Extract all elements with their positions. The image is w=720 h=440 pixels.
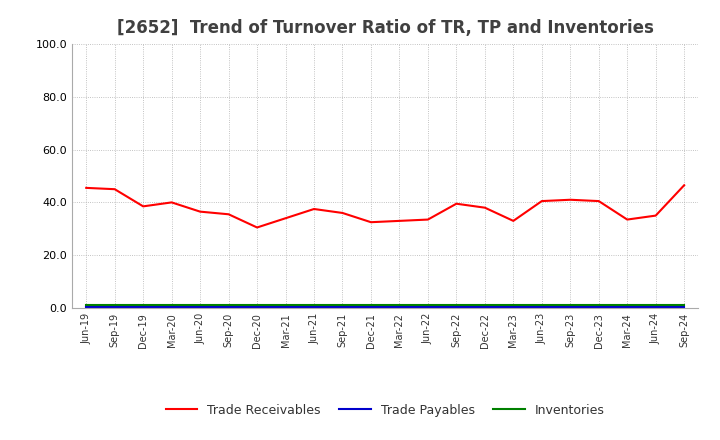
Trade Payables [480,304,489,309]
Trade Receivables [480,205,489,210]
Trade Receivables [566,197,575,202]
Trade Receivables [423,217,432,222]
Trade Payables [623,304,631,309]
Trade Receivables [623,217,631,222]
Trade Receivables [452,201,461,206]
Inventories [566,302,575,308]
Inventories [395,302,404,308]
Trade Payables [167,304,176,309]
Trade Payables [566,304,575,309]
Trade Payables [395,304,404,309]
Trade Receivables [225,212,233,217]
Trade Receivables [338,210,347,216]
Trade Receivables [595,198,603,204]
Trade Receivables [167,200,176,205]
Inventories [680,302,688,308]
Trade Receivables [395,218,404,224]
Trade Payables [196,304,204,309]
Inventories [310,302,318,308]
Inventories [225,302,233,308]
Legend: Trade Receivables, Trade Payables, Inventories: Trade Receivables, Trade Payables, Inven… [161,399,610,422]
Title: [2652]  Trend of Turnover Ratio of TR, TP and Inventories: [2652] Trend of Turnover Ratio of TR, TP… [117,19,654,37]
Trade Payables [82,304,91,309]
Trade Receivables [310,206,318,212]
Inventories [366,302,375,308]
Inventories [167,302,176,308]
Trade Payables [652,304,660,309]
Trade Payables [509,304,518,309]
Trade Receivables [680,183,688,188]
Trade Receivables [366,220,375,225]
Trade Payables [110,304,119,309]
Trade Receivables [110,187,119,192]
Trade Receivables [509,218,518,224]
Inventories [595,302,603,308]
Trade Receivables [196,209,204,214]
Inventories [423,302,432,308]
Trade Payables [423,304,432,309]
Inventories [338,302,347,308]
Inventories [110,302,119,308]
Trade Receivables [282,216,290,221]
Inventories [253,302,261,308]
Inventories [652,302,660,308]
Trade Payables [537,304,546,309]
Line: Trade Receivables: Trade Receivables [86,185,684,227]
Trade Payables [139,304,148,309]
Trade Receivables [82,185,91,191]
Trade Payables [253,304,261,309]
Inventories [139,302,148,308]
Trade Payables [680,304,688,309]
Inventories [480,302,489,308]
Trade Payables [225,304,233,309]
Inventories [623,302,631,308]
Trade Receivables [139,204,148,209]
Trade Receivables [253,225,261,230]
Trade Payables [310,304,318,309]
Trade Payables [452,304,461,309]
Inventories [196,302,204,308]
Inventories [82,302,91,308]
Trade Receivables [652,213,660,218]
Inventories [537,302,546,308]
Inventories [282,302,290,308]
Trade Payables [595,304,603,309]
Inventories [452,302,461,308]
Trade Receivables [537,198,546,204]
Trade Payables [338,304,347,309]
Trade Payables [366,304,375,309]
Inventories [509,302,518,308]
Trade Payables [282,304,290,309]
